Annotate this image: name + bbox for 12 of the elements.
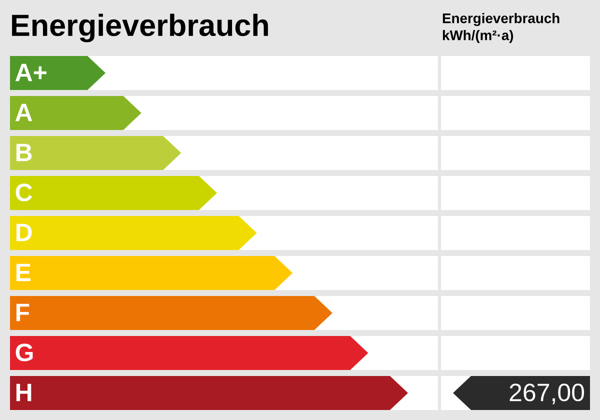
y-tick-label: H xyxy=(16,384,32,402)
y-tick-label: D xyxy=(16,224,32,242)
y-tick-label: C xyxy=(16,184,32,202)
y-tick-label: A+ xyxy=(15,64,46,82)
y-tick-label: E xyxy=(16,264,30,282)
y-tick-label: B xyxy=(16,144,32,162)
text: Energieverbrauch kWh/(m²·a) xyxy=(442,13,560,43)
text: 267,00 xyxy=(510,384,584,404)
y-tick-label: A xyxy=(15,104,32,122)
y-tick-label: F xyxy=(16,304,30,322)
chart-title: Energieverbrauch xyxy=(12,14,268,42)
y-tick-label: G xyxy=(16,344,33,362)
